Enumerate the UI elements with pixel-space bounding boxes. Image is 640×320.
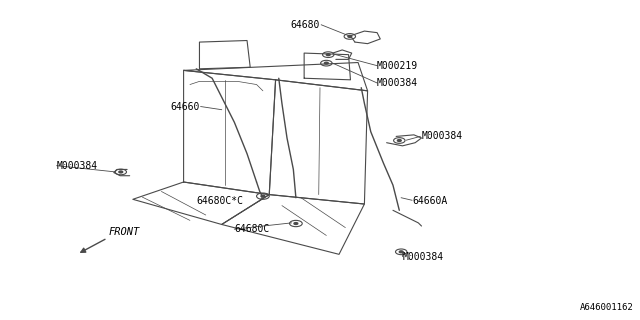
Text: 64660A: 64660A	[412, 196, 447, 206]
Circle shape	[399, 251, 403, 253]
Text: A646001162: A646001162	[580, 303, 634, 312]
Circle shape	[294, 223, 298, 224]
Text: M000384: M000384	[403, 252, 444, 262]
Text: 64680C*C: 64680C*C	[196, 196, 243, 206]
Text: M000384: M000384	[422, 132, 463, 141]
Circle shape	[324, 62, 328, 64]
Text: M000219: M000219	[377, 61, 418, 71]
Text: 64680C: 64680C	[234, 224, 269, 234]
Text: 64680: 64680	[291, 20, 320, 30]
Text: 64660: 64660	[170, 101, 200, 112]
Circle shape	[261, 195, 265, 197]
Circle shape	[397, 140, 401, 141]
Text: FRONT: FRONT	[109, 227, 140, 237]
Text: M000384: M000384	[377, 78, 418, 88]
Circle shape	[326, 54, 330, 56]
Circle shape	[348, 36, 352, 37]
Circle shape	[119, 171, 123, 173]
Text: M000384: M000384	[57, 161, 98, 171]
